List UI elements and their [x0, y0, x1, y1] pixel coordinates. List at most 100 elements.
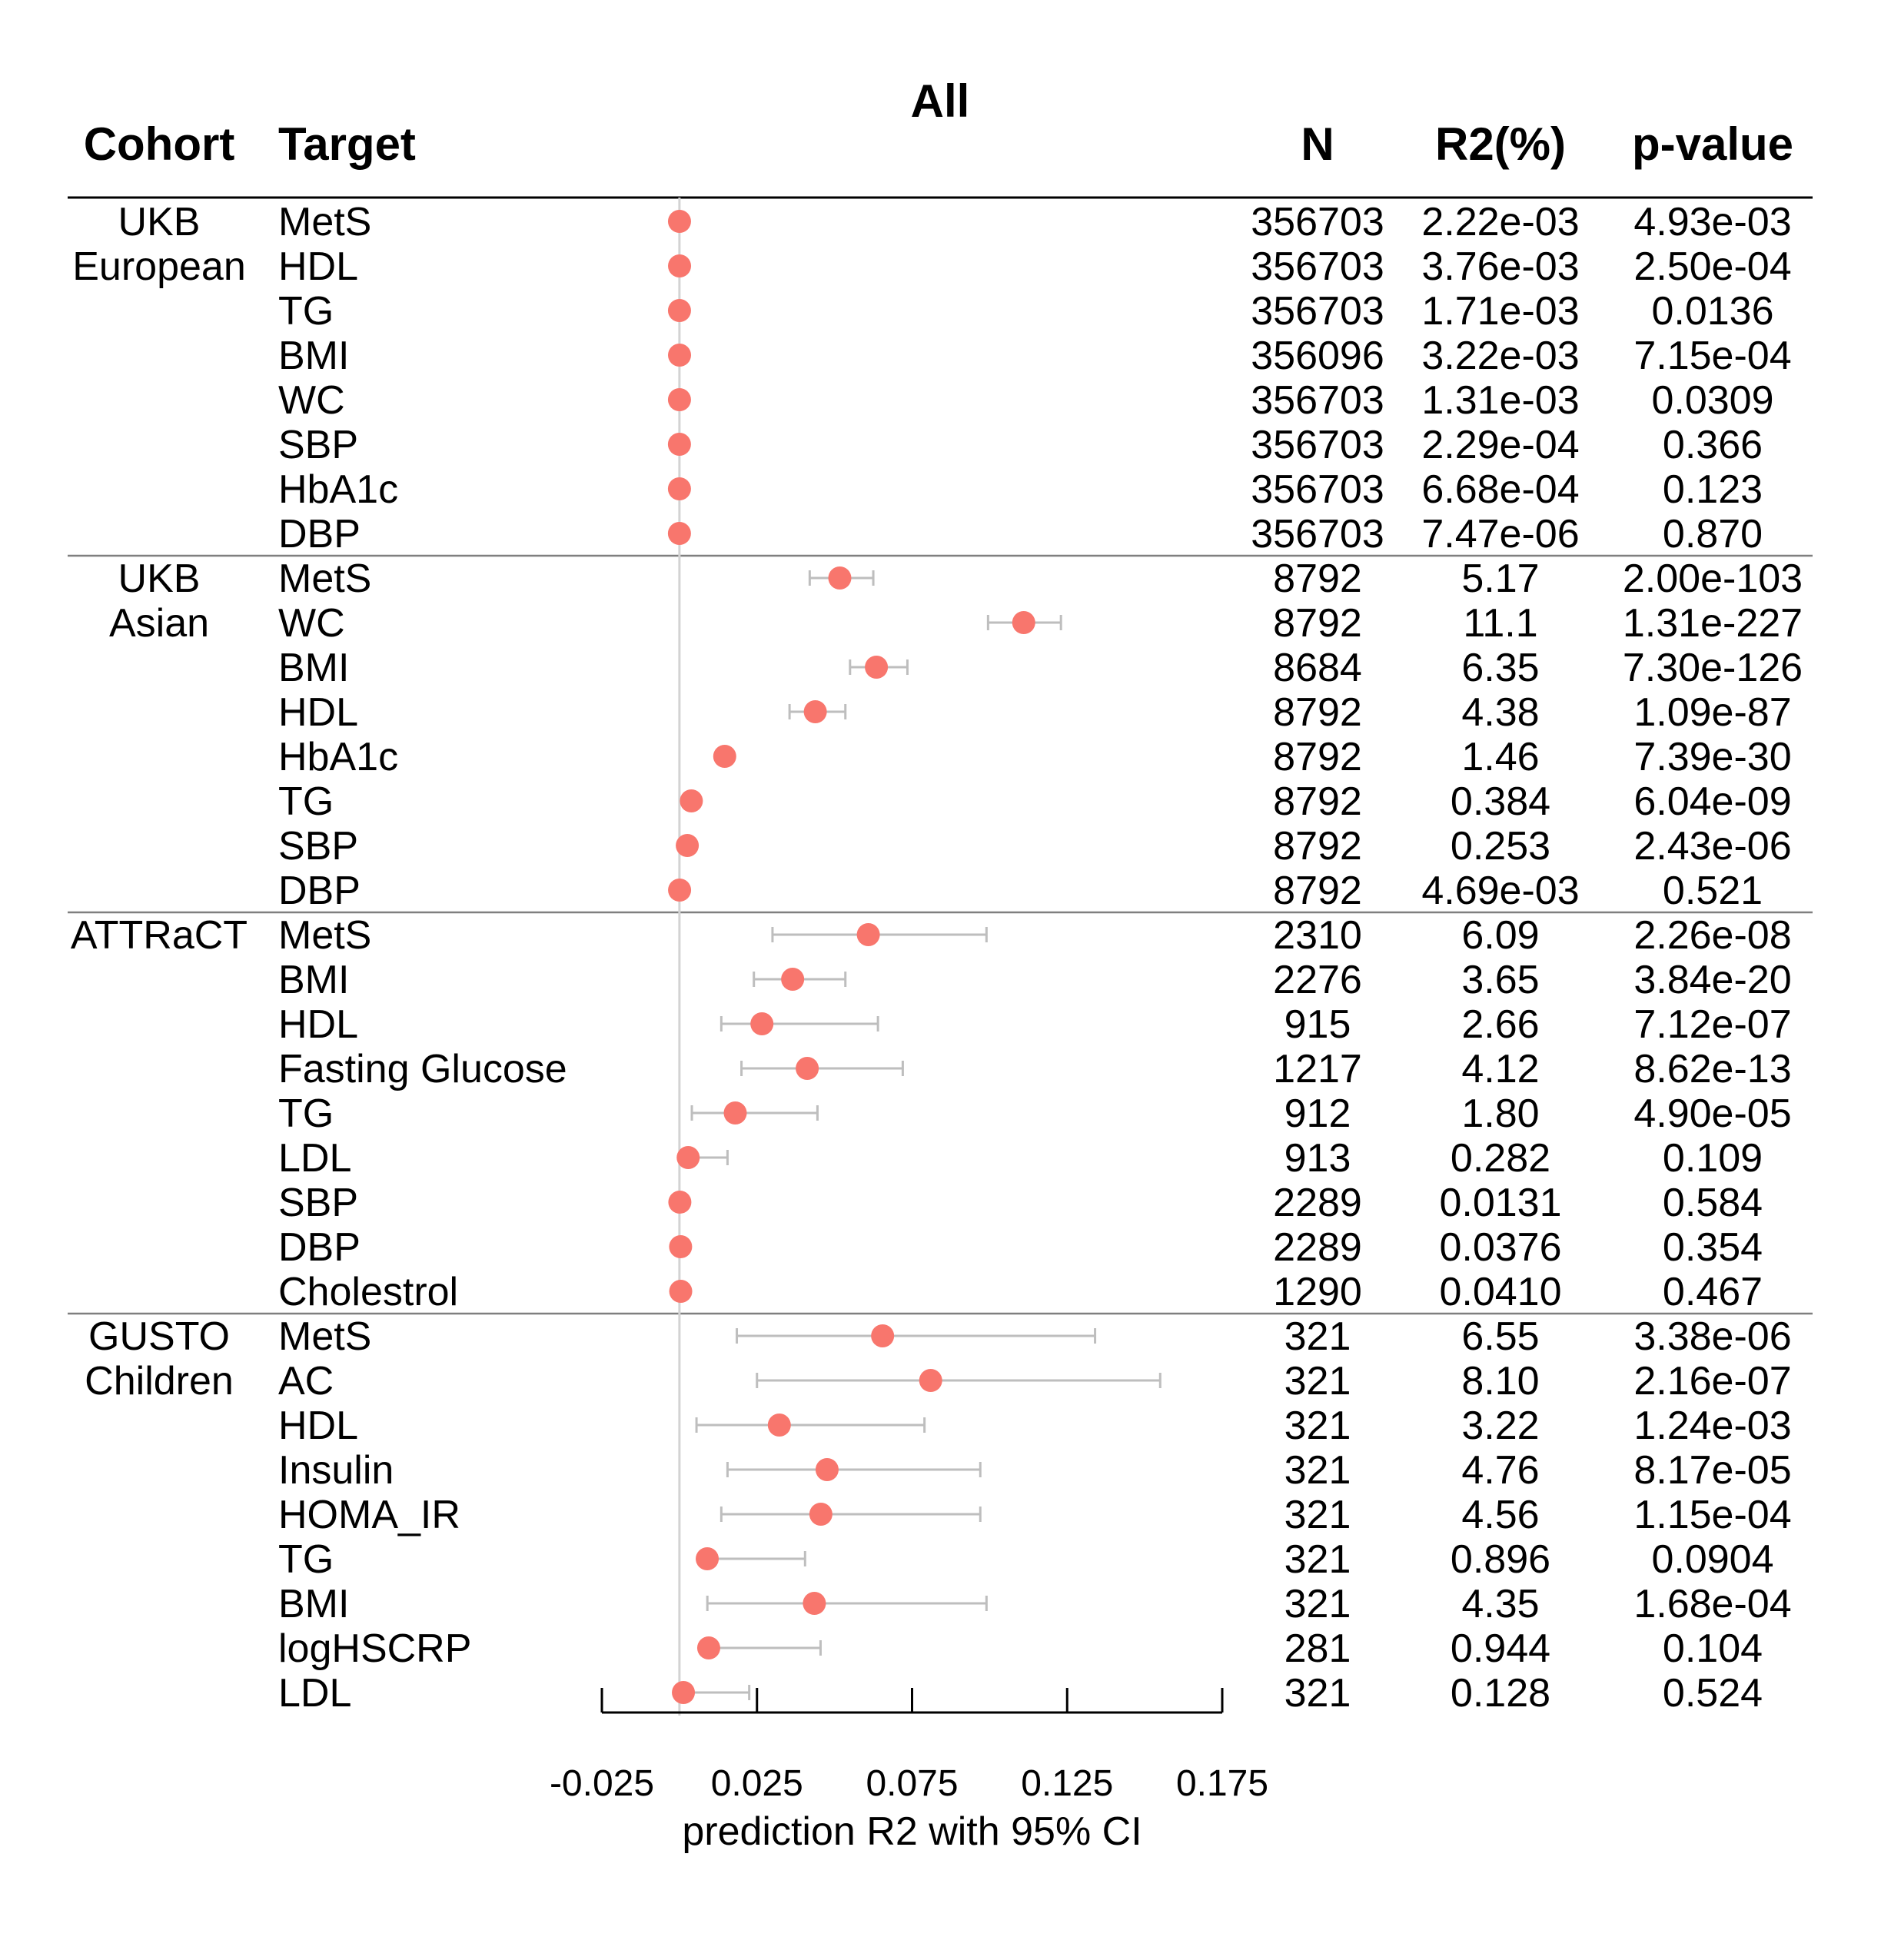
point-estimate [668, 879, 692, 902]
x-tick-label: 0.125 [1021, 1763, 1113, 1804]
p-value: 0.467 [1663, 1270, 1763, 1314]
point-estimate [828, 566, 852, 590]
p-value: 8.17e-05 [1633, 1448, 1791, 1493]
target-label: HDL [278, 1404, 358, 1448]
target-label: BMI [278, 1582, 349, 1626]
point-estimate [669, 1280, 693, 1303]
target-label: MetS [278, 200, 371, 244]
point-estimate [696, 1636, 720, 1659]
header-cohort: Cohort [84, 118, 235, 170]
p-value: 7.30e-126 [1623, 646, 1803, 690]
p-value: 0.123 [1663, 467, 1763, 512]
n-value: 321 [1284, 1493, 1351, 1537]
point-estimate [723, 1101, 747, 1125]
r2-value: 1.46 [1461, 735, 1539, 779]
p-value: 0.584 [1663, 1181, 1763, 1225]
p-value: 0.354 [1663, 1225, 1763, 1270]
r2-value: 7.47e-06 [1421, 512, 1579, 556]
target-label: BMI [278, 334, 349, 378]
point-estimate [803, 700, 827, 723]
n-value: 356703 [1251, 512, 1384, 556]
r2-value: 0.944 [1451, 1626, 1550, 1671]
n-value: 1290 [1273, 1270, 1362, 1314]
p-value: 4.90e-05 [1633, 1091, 1791, 1136]
r2-value: 0.0410 [1439, 1270, 1561, 1314]
n-value: 2289 [1273, 1181, 1362, 1225]
n-value: 321 [1284, 1448, 1351, 1493]
r2-value: 4.35 [1461, 1582, 1539, 1626]
n-value: 915 [1284, 1002, 1351, 1047]
target-label: LDL [278, 1671, 351, 1716]
r2-value: 3.76e-03 [1421, 244, 1579, 289]
p-value: 1.68e-04 [1633, 1582, 1791, 1626]
target-label: HDL [278, 690, 358, 735]
r2-value: 4.69e-03 [1421, 869, 1579, 913]
plot-marks [667, 210, 1162, 1704]
point-estimate [667, 522, 691, 545]
n-value: 1217 [1273, 1047, 1362, 1091]
n-value: 8792 [1273, 869, 1362, 913]
n-value: 8792 [1273, 690, 1362, 735]
header-p-value: p-value [1632, 118, 1793, 170]
point-estimate [781, 968, 805, 991]
point-estimate [668, 344, 692, 367]
r2-value: 2.22e-03 [1421, 200, 1579, 244]
x-axis: -0.025 0.025 0.075 0.125 0.175 prediction R2 … [550, 1688, 1268, 1854]
r2-value: 0.128 [1451, 1671, 1550, 1716]
r2-value: 3.65 [1461, 958, 1539, 1002]
r2-value: 6.35 [1461, 646, 1539, 690]
target-label: TG [278, 1537, 334, 1582]
target-label: WC [278, 378, 345, 423]
r2-value: 3.22e-03 [1421, 334, 1579, 378]
p-value: 4.93e-03 [1633, 200, 1791, 244]
point-estimate [809, 1503, 833, 1526]
r2-value: 1.80 [1461, 1091, 1539, 1136]
header-r2: R2(%) [1435, 118, 1566, 170]
point-estimate [767, 1414, 791, 1437]
p-value: 6.04e-09 [1633, 779, 1791, 824]
n-value: 356703 [1251, 244, 1384, 289]
n-value: 356703 [1251, 378, 1384, 423]
n-value: 321 [1284, 1582, 1351, 1626]
point-estimate [713, 745, 736, 768]
chart-title: All [911, 75, 970, 127]
target-label: TG [278, 1091, 334, 1136]
point-estimate [669, 1235, 693, 1258]
target-label: BMI [278, 958, 349, 1002]
n-value: 356703 [1251, 200, 1384, 244]
p-value: 2.50e-04 [1633, 244, 1791, 289]
n-value: 8792 [1273, 556, 1362, 601]
p-value: 1.24e-03 [1633, 1404, 1791, 1448]
n-value: 912 [1284, 1091, 1351, 1136]
target-label: MetS [278, 556, 371, 601]
n-value: 2276 [1273, 958, 1362, 1002]
point-estimate [696, 1547, 720, 1570]
point-estimate [815, 1458, 839, 1481]
cohort-label: Asian [109, 601, 209, 646]
target-label: TG [278, 779, 334, 824]
p-value: 1.09e-87 [1633, 690, 1791, 735]
target-label: HbA1c [278, 467, 398, 512]
n-value: 356703 [1251, 467, 1384, 512]
n-value: 8792 [1273, 735, 1362, 779]
n-value: 321 [1284, 1359, 1351, 1404]
r2-value: 5.17 [1461, 556, 1539, 601]
target-label: DBP [278, 869, 361, 913]
p-value: 3.38e-06 [1633, 1314, 1791, 1359]
p-value: 0.366 [1663, 423, 1763, 467]
r2-value: 4.76 [1461, 1448, 1539, 1493]
r2-value: 0.896 [1451, 1537, 1550, 1582]
point-estimate [668, 254, 692, 277]
p-value: 7.12e-07 [1633, 1002, 1791, 1047]
target-label: Cholestrol [278, 1270, 458, 1314]
header-target: Target [278, 118, 416, 170]
target-label: HbA1c [278, 735, 398, 779]
point-estimate [668, 1191, 692, 1214]
target-label: DBP [278, 512, 361, 556]
r2-value: 0.0131 [1439, 1181, 1561, 1225]
target-label: SBP [278, 423, 358, 467]
point-estimate [1012, 611, 1035, 634]
point-estimate [803, 1592, 826, 1615]
p-value: 0.524 [1663, 1671, 1763, 1716]
